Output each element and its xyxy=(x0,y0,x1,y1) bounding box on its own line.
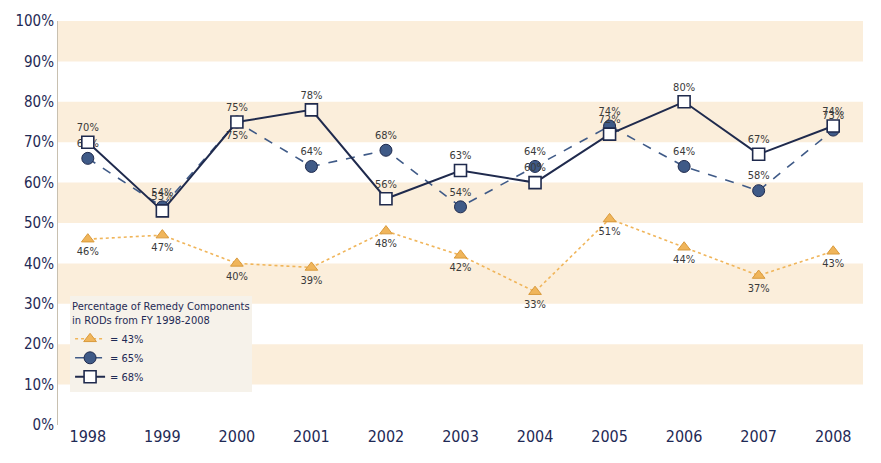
svg-text:10%: 10% xyxy=(24,376,54,394)
svg-text:54%: 54% xyxy=(450,186,472,199)
svg-text:2006: 2006 xyxy=(666,427,703,446)
svg-text:2000: 2000 xyxy=(219,427,256,446)
svg-text:33%: 33% xyxy=(524,298,546,311)
svg-text:43%: 43% xyxy=(822,257,844,270)
svg-text:53%: 53% xyxy=(151,190,173,203)
svg-text:= 68%: = 68% xyxy=(110,371,143,384)
svg-text:2007: 2007 xyxy=(740,427,777,446)
svg-text:44%: 44% xyxy=(673,253,695,266)
svg-text:56%: 56% xyxy=(375,178,397,191)
svg-text:0%: 0% xyxy=(33,416,55,434)
svg-text:20%: 20% xyxy=(24,335,54,353)
svg-text:74%: 74% xyxy=(599,105,621,118)
svg-text:2003: 2003 xyxy=(442,427,479,446)
svg-text:60%: 60% xyxy=(24,174,54,192)
svg-text:51%: 51% xyxy=(599,225,621,238)
svg-text:74%: 74% xyxy=(822,105,844,118)
svg-text:66%: 66% xyxy=(77,137,99,150)
svg-text:80%: 80% xyxy=(24,93,54,111)
svg-text:1998: 1998 xyxy=(69,427,106,446)
svg-text:50%: 50% xyxy=(24,214,54,232)
svg-text:64%: 64% xyxy=(524,145,546,158)
svg-text:64%: 64% xyxy=(673,145,695,158)
svg-text:64%: 64% xyxy=(300,145,322,158)
svg-text:75%: 75% xyxy=(226,101,248,114)
svg-text:63%: 63% xyxy=(450,149,472,162)
svg-text:75%: 75% xyxy=(226,129,248,142)
svg-text:46%: 46% xyxy=(77,245,99,258)
svg-text:90%: 90% xyxy=(24,53,54,71)
svg-text:100%: 100% xyxy=(15,12,54,30)
svg-text:73%: 73% xyxy=(822,109,844,122)
svg-text:60%: 60% xyxy=(524,161,546,174)
svg-text:30%: 30% xyxy=(24,295,54,313)
svg-text:80%: 80% xyxy=(673,81,695,94)
svg-text:70%: 70% xyxy=(24,133,54,151)
svg-text:40%: 40% xyxy=(226,270,248,283)
svg-text:68%: 68% xyxy=(375,129,397,142)
svg-text:2004: 2004 xyxy=(517,427,554,446)
svg-text:40%: 40% xyxy=(24,255,54,273)
svg-text:2002: 2002 xyxy=(368,427,405,446)
svg-text:2005: 2005 xyxy=(591,427,628,446)
svg-text:1999: 1999 xyxy=(144,427,181,446)
svg-text:70%: 70% xyxy=(77,121,99,134)
svg-text:72%: 72% xyxy=(599,113,621,126)
svg-text:2008: 2008 xyxy=(815,427,852,446)
svg-text:= 43%: = 43% xyxy=(110,333,143,346)
svg-text:Percentage of Remedy Component: Percentage of Remedy Componentsin RODs f… xyxy=(72,300,250,327)
svg-text:2001: 2001 xyxy=(293,427,330,446)
svg-text:58%: 58% xyxy=(748,169,770,182)
svg-text:47%: 47% xyxy=(151,241,173,254)
svg-text:= 65%: = 65% xyxy=(110,352,143,365)
svg-text:54%: 54% xyxy=(151,186,173,199)
svg-text:37%: 37% xyxy=(748,282,770,295)
svg-text:48%: 48% xyxy=(375,237,397,250)
svg-text:39%: 39% xyxy=(300,274,322,287)
svg-text:78%: 78% xyxy=(300,89,322,102)
svg-text:67%: 67% xyxy=(748,133,770,146)
svg-text:42%: 42% xyxy=(450,261,472,274)
